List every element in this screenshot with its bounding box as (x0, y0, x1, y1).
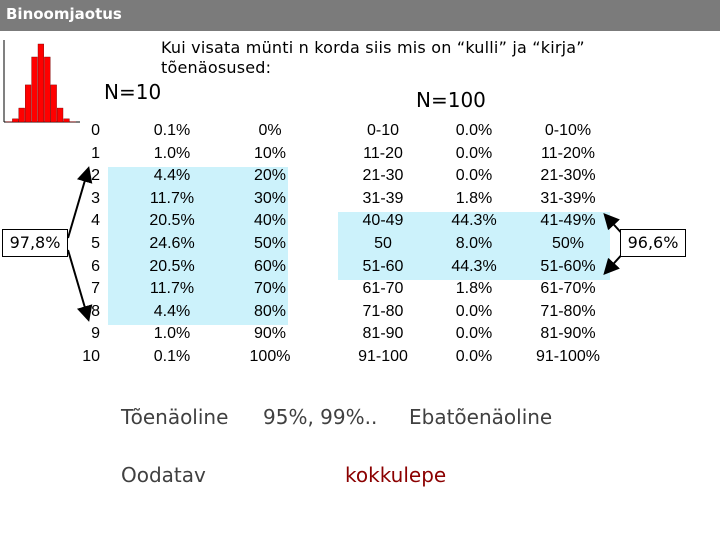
likely-label: Tõenäoline (121, 405, 229, 429)
n100-range-cell-9: 81-90 (362, 325, 404, 343)
n100-range-cell-2: 21-30 (362, 167, 404, 185)
n100-share-cell-0: 0-10% (544, 122, 592, 139)
n10-highlight (108, 167, 288, 325)
histogram-bar-5 (37, 43, 45, 123)
n100-probability-cell-1: 0.0% (455, 144, 493, 162)
histogram-bar-3 (25, 84, 32, 123)
n10-share-cell-5: 50% (253, 235, 287, 252)
n10-share-cell-4: 40% (253, 212, 287, 230)
n10-share-cell-0: 0% (258, 122, 282, 139)
window-titlebar: Binoomjaotus (0, 0, 720, 31)
histogram-bar-2 (18, 107, 25, 123)
n100-share-cell-10: 91-100% (535, 348, 601, 365)
n100-range-cell-3: 31-39 (362, 189, 404, 207)
histogram-bar-7 (50, 84, 57, 123)
n10-index-cell-5: 5 (91, 235, 100, 252)
n100-share-cell-7: 61-70% (540, 280, 596, 298)
n100-share-cell-6: 51-60% (540, 257, 596, 275)
n10-share-cell-3: 30% (253, 189, 287, 207)
n10-index-cell-1: 1 (91, 144, 100, 162)
n100-probability-cell-6: 44.3% (451, 257, 497, 275)
n100-highlight (338, 212, 610, 280)
n10-share-cell-1: 10% (253, 144, 287, 162)
histogram-bar-9 (63, 118, 70, 123)
window-title: Binoomjaotus (6, 5, 122, 23)
n100-share-cell-4: 41-49% (540, 212, 596, 230)
n100-label: N=100 (416, 88, 486, 112)
n100-range-cell-4: 40-49 (362, 212, 404, 230)
expected-label: Oodatav (121, 463, 206, 487)
n100-range-cell-1: 11-20 (363, 144, 403, 162)
n10-share-cell-7: 70% (253, 280, 287, 298)
n10-label: N=10 (104, 80, 162, 104)
n100-probability-cell-7: 1.8% (455, 280, 493, 298)
n10-bracket-percent: 97,8% (2, 229, 68, 257)
unlikely-label: Ebatõenäoline (409, 405, 553, 429)
n100-share-cell-3: 31-39% (540, 189, 596, 207)
n100-bracket-percent: 96,6% (620, 229, 686, 257)
n10-probability-cell-8: 4.4% (153, 302, 191, 320)
n10-index-cell-7: 7 (91, 280, 100, 298)
n10-share-cell-10: 100% (249, 348, 291, 365)
n10-probability-cell-7: 11.7% (149, 280, 195, 298)
n100-range-cell-0: 0-10 (366, 122, 400, 139)
n100-probability-cell-9: 0.0% (455, 325, 493, 343)
n100-range-cell-5: 50 (374, 235, 392, 252)
n100-range-cell-7: 61-70 (362, 280, 404, 298)
n100-probability-cell-8: 0.0% (455, 302, 493, 320)
n100-range-cell-6: 51-60 (362, 257, 404, 275)
n100-probability-cell-4: 44.3% (451, 212, 497, 230)
n100-probability-cell-0: 0.0% (455, 122, 493, 139)
n10-probability-cell-10: 0.1% (153, 348, 191, 365)
n10-probability-cell-4: 20.5% (149, 212, 195, 230)
n10-probability-cell-3: 11.7% (149, 189, 195, 207)
n10-index-cell-0: 0 (91, 122, 100, 139)
histogram-bar-6 (44, 56, 51, 123)
histogram-bar-8 (57, 107, 64, 123)
n10-share-cell-2: 20% (253, 167, 287, 185)
n100-probability-cell-10: 0.0% (455, 348, 493, 365)
n100-share-cell-8: 71-80% (540, 302, 596, 320)
histogram-bar-1 (12, 118, 19, 123)
n100-range-cell-10: 91-100 (358, 348, 408, 365)
n10-probability-cell-9: 1.0% (153, 325, 191, 343)
convention-label: kokkulepe (345, 463, 447, 487)
arrow-to-row-2 (67, 166, 93, 239)
n10-index-cell-10: 10 (82, 348, 100, 365)
n10-share-cell-6: 60% (253, 257, 287, 275)
n100-share-cell-1: 11-20% (541, 144, 595, 162)
n10-probability-cell-6: 20.5% (149, 257, 195, 275)
n10-share-cell-8: 80% (253, 302, 287, 320)
histogram-bar-4 (31, 56, 38, 123)
n10-index-cell-4: 4 (91, 212, 100, 230)
n10-share-cell-9: 90% (253, 325, 287, 343)
n10-probability-cell-2: 4.4% (153, 167, 191, 185)
n10-index-cell-2: 2 (91, 167, 100, 185)
binomial-histogram (3, 40, 80, 123)
slide-subtitle: Kui visata münti n korda siis mis on “ku… (161, 38, 585, 77)
n100-share-cell-2: 21-30% (540, 167, 596, 185)
n100-probability-cell-5: 8.0% (455, 235, 493, 252)
n10-index-cell-3: 3 (91, 189, 100, 207)
n100-probability-cell-2: 0.0% (455, 167, 493, 185)
threshold-values: 95%, 99%.. (263, 405, 378, 429)
n100-share-cell-9: 81-90% (540, 325, 596, 343)
n10-index-cell-6: 6 (91, 257, 100, 275)
n10-probability-cell-0: 0.1% (153, 122, 191, 139)
n100-range-cell-8: 71-80 (362, 302, 404, 320)
n100-probability-cell-3: 1.8% (455, 189, 493, 207)
arrow-to-row-8 (67, 249, 93, 322)
n10-probability-cell-1: 1.0% (153, 144, 191, 162)
n10-probability-cell-5: 24.6% (149, 235, 195, 252)
n10-index-cell-9: 9 (91, 325, 100, 343)
n10-index-cell-8: 8 (91, 302, 100, 320)
n100-share-cell-5: 50% (551, 235, 585, 252)
